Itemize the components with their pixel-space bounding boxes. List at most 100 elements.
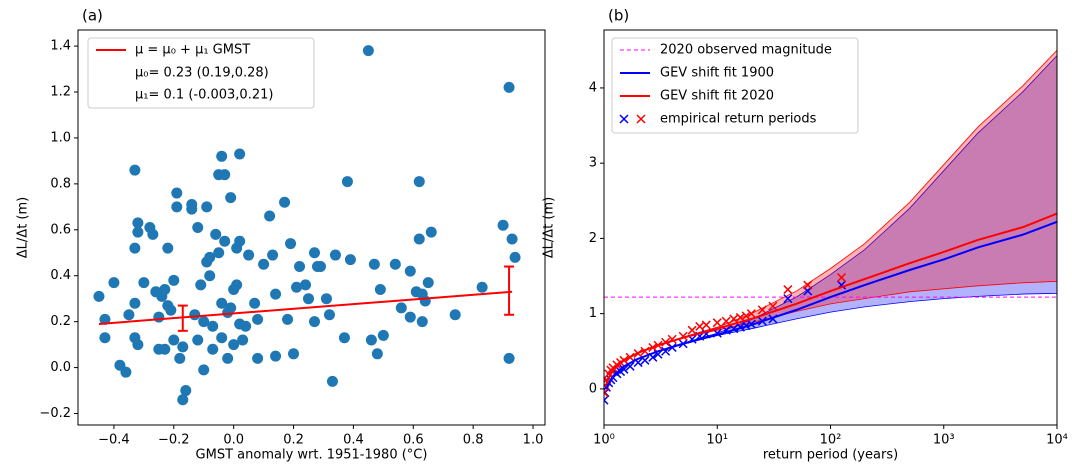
fit-line: [605, 220, 1057, 390]
legend-label: GEV shift fit 1900: [660, 66, 774, 81]
empirical-marker: [619, 364, 629, 374]
scatter-point: [216, 150, 228, 162]
scatter-point: [201, 201, 213, 213]
scatter-point: [320, 293, 332, 305]
scatter-point: [243, 249, 255, 261]
scatter-point: [222, 352, 234, 364]
scatter-point: [198, 364, 210, 376]
scatter-point: [413, 233, 425, 245]
scatter-point: [189, 309, 201, 321]
plot-area: [604, 49, 1057, 405]
scatter-point: [168, 334, 180, 346]
empirical-marker: [783, 294, 793, 304]
legend-note: μ₁= 0.1 (-0.003,0.21): [135, 88, 273, 103]
scatter-point: [425, 226, 437, 238]
scatter-point: [365, 334, 377, 346]
y-tick-label: 0.2: [50, 314, 71, 329]
legend-note: μ₀= 0.23 (0.19,0.28): [135, 66, 269, 81]
scatter-point: [207, 320, 219, 332]
scatter-point: [219, 169, 231, 181]
y-tick-label: 0.0: [50, 360, 71, 375]
y-tick-label: 1.0: [50, 130, 71, 145]
scatter-point: [192, 334, 204, 346]
scatter-point: [252, 352, 264, 364]
scatter-point: [294, 261, 306, 273]
empirical-marker: [701, 320, 711, 330]
scatter-point: [308, 316, 320, 328]
scatter-point: [506, 233, 518, 245]
scatter-point: [204, 270, 216, 282]
y-axis-label: ΔL/Δt (m): [16, 197, 31, 258]
scatter-point: [264, 210, 276, 222]
scatter-point: [395, 302, 407, 314]
scatter-point: [123, 309, 135, 321]
scatter-point: [270, 288, 282, 300]
x-tick-label: 0.8: [463, 433, 484, 448]
scatter-point: [132, 217, 144, 229]
empirical-marker: [687, 325, 697, 335]
y-axis-label: ΔL/Δt (m): [542, 197, 557, 258]
legend-label: empirical return periods: [660, 112, 817, 127]
scatter-point: [159, 343, 171, 355]
scatter-point: [249, 297, 261, 309]
scatter-point: [210, 228, 222, 240]
empirical-marker: [695, 321, 705, 331]
x-axis-label: GMST anomaly wrt. 1951-1980 (°C): [196, 448, 428, 463]
scatter-point: [195, 279, 207, 291]
scatter-point: [159, 284, 171, 296]
y-tick-label: 1.2: [50, 85, 71, 100]
scatter-point: [99, 313, 111, 325]
x-tick-label: 0.6: [403, 433, 424, 448]
scatter-point: [225, 302, 237, 314]
panel-title: (b): [608, 7, 629, 25]
fit-line: [98, 290, 513, 325]
scatter-point: [419, 295, 431, 307]
scatter-point: [404, 265, 416, 277]
scatter-point: [174, 352, 186, 364]
scatter-point: [138, 277, 150, 289]
empirical-marker: [729, 314, 739, 324]
scatter-point: [147, 228, 159, 240]
scatter-point: [177, 394, 189, 406]
x-axis-label: return period (years): [763, 448, 898, 463]
scatter-point: [282, 313, 294, 325]
scatter-point: [389, 258, 401, 270]
scatter-point: [198, 316, 210, 328]
scatter-point: [225, 192, 237, 204]
scatter-point: [258, 258, 270, 270]
scatter-point: [449, 309, 461, 321]
scatter-point: [219, 235, 231, 247]
frame: [603, 29, 1058, 426]
scatter-point: [93, 290, 105, 302]
scatter-point: [228, 339, 240, 351]
scatter-point: [132, 226, 144, 238]
scatter-point: [371, 348, 383, 360]
scatter-point: [300, 279, 312, 291]
scatter-point: [326, 375, 338, 387]
scatter-point: [231, 279, 243, 291]
legend-marker: [619, 114, 629, 124]
scatter-point: [285, 238, 297, 250]
scatter-point: [291, 281, 303, 293]
y-tick-label: 2: [589, 231, 597, 246]
y-tick-label: 4: [589, 80, 597, 95]
scatter-point: [99, 332, 111, 344]
legend-box: [611, 37, 859, 134]
scatter-point: [204, 251, 216, 263]
scatter-point: [129, 242, 141, 254]
y-tick-label: 0.8: [50, 176, 71, 191]
y-tick-label: 1.4: [50, 39, 71, 54]
scatter-point: [171, 187, 183, 199]
scatter-point: [270, 350, 282, 362]
scatter-point: [108, 277, 120, 289]
scatter-point: [374, 284, 386, 296]
scatter-point: [216, 332, 228, 344]
scatter-point: [180, 385, 192, 397]
scatter-point: [192, 222, 204, 233]
legend-box: [87, 37, 315, 109]
scatter-point: [207, 343, 219, 355]
empirical-marker: [604, 395, 609, 405]
scatter-point: [341, 176, 353, 188]
